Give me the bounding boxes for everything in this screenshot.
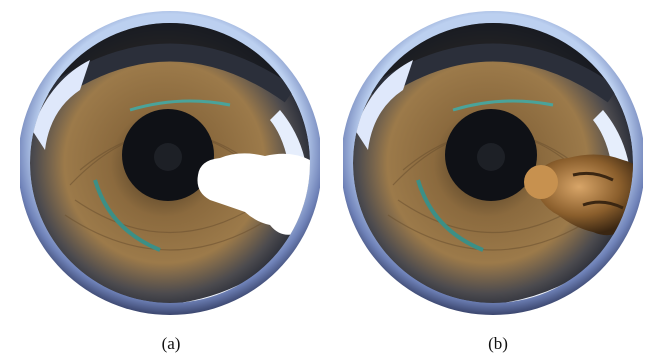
panel-a (20, 0, 320, 327)
panel-b (343, 0, 643, 327)
white-mask (197, 153, 310, 235)
fisheye-image-a (20, 11, 320, 315)
caption-a: (a) (161, 334, 181, 353)
caption-b: (b) (488, 334, 508, 353)
fisheye-image-b (343, 11, 643, 315)
person-figure (524, 154, 633, 236)
